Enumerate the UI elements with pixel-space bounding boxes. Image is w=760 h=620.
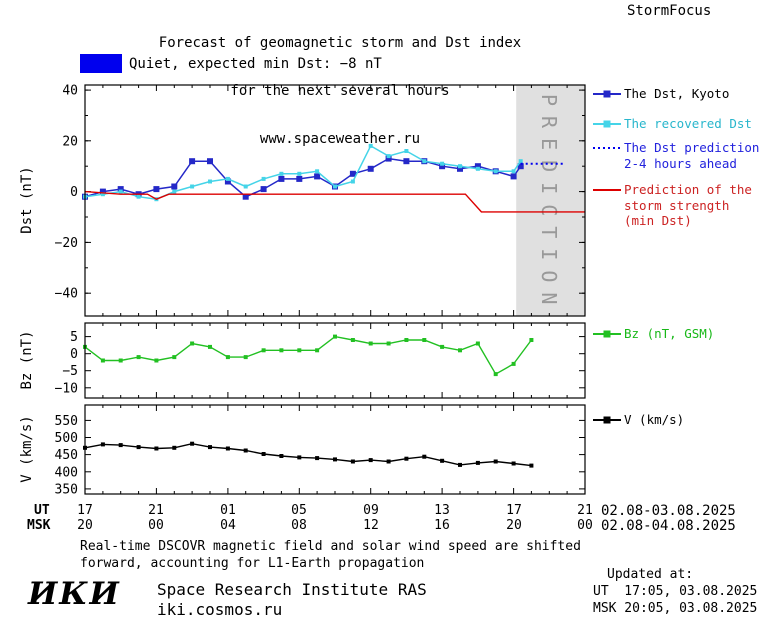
svg-text:400: 400 [55, 465, 78, 480]
status-color-swatch [80, 54, 122, 73]
page-title: Forecast of geomagnetic storm and Dst in… [80, 3, 600, 179]
x-tick-label: 01 [220, 503, 236, 518]
x-tick-label: 21 [577, 503, 593, 518]
svg-text:−10: −10 [55, 381, 78, 396]
legend-label-line: The Dst prediction [624, 140, 760, 155]
brand-label: StormFocus [627, 3, 712, 19]
legend-marker-v [593, 416, 621, 424]
legend-label-prediction: The Dst prediction 2-4 hours ahead [624, 140, 759, 171]
x-tick-label: 04 [220, 518, 236, 533]
updated-msk: MSK 20:05, 03.08.2025 [593, 601, 758, 616]
legend-item-v: V (km/s) [593, 412, 684, 428]
x-axis-ut-ticks: 17 21 01 05 09 13 17 21 [0, 503, 760, 519]
svg-text:−20: −20 [55, 236, 78, 251]
footnote-line-2: forward, accounting for L1-Earth propaga… [80, 556, 425, 571]
svg-text:20: 20 [62, 134, 78, 149]
updated-ut: UT 17:05, 03.08.2025 [593, 584, 758, 599]
legend-marker-bz [593, 330, 621, 338]
legend-label-kyoto: The Dst, Kyoto [624, 86, 729, 102]
legend-label-line: storm strength [624, 197, 730, 213]
legend-label-line: The Dst, Kyoto [624, 86, 730, 101]
legend-label-line: Prediction of the [624, 182, 752, 197]
msk-axis-label: MSK [27, 518, 51, 533]
bz-chart: 5 0 −5 −10 [55, 322, 586, 399]
iki-logo: ИКИ [28, 576, 121, 612]
legend-label-recovered: The recovered Dst [624, 116, 752, 132]
ut-axis-label: UT [34, 503, 50, 518]
legend-label-line: V (km/s) [624, 412, 685, 427]
svg-text:5: 5 [70, 330, 78, 345]
legend-marker-storm [593, 189, 621, 191]
x-tick-label: 17 [77, 503, 93, 518]
svg-text:−40: −40 [55, 287, 78, 302]
legend-label-line: Bz (nT, GSM) [624, 326, 715, 341]
legend-label-storm: Prediction of the storm strength (min Dst) [624, 182, 752, 229]
msk-date-range: 02.08-04.08.2025 [601, 518, 736, 534]
x-tick-label: 20 [506, 518, 522, 533]
title-line-2: for the next several hours [230, 83, 450, 99]
x-tick-label: 00 [577, 518, 593, 533]
svg-text:40: 40 [62, 84, 78, 99]
legend-item-bz: Bz (nT, GSM) [593, 326, 714, 342]
legend-label-bz: Bz (nT, GSM) [624, 326, 714, 342]
title-line-3: www.spaceweather.ru [259, 131, 421, 147]
svg-text:PREDICTION: PREDICTION [537, 94, 561, 314]
svg-text:350: 350 [55, 482, 78, 495]
legend-item-storm: Prediction of the storm strength (min Dst) [593, 182, 752, 229]
legend-marker-prediction [593, 147, 621, 149]
dst-y-axis-label: Dst (nT) [19, 166, 35, 234]
institute-site: iki.cosmos.ru [157, 600, 283, 619]
x-tick-label: 09 [363, 503, 379, 518]
x-tick-label: 05 [291, 503, 307, 518]
status-text: Quiet, expected min Dst: −8 nT [129, 56, 382, 72]
legend-label-v: V (km/s) [624, 412, 684, 428]
dst-chart: PREDICTION −40 −20 0 20 40 [55, 84, 586, 317]
svg-text:−5: −5 [62, 364, 78, 379]
ut-date-range: 02.08-03.08.2025 [601, 503, 736, 519]
updated-at-label: Updated at: [607, 567, 694, 582]
svg-text:500: 500 [55, 431, 78, 446]
x-tick-label: 00 [148, 518, 164, 533]
legend-item-recovered: The recovered Dst [593, 116, 752, 132]
x-tick-label: 08 [291, 518, 307, 533]
x-tick-label: 12 [363, 518, 379, 533]
legend-item-kyoto: The Dst, Kyoto [593, 86, 729, 102]
institute-name: Space Research Institute RAS [157, 580, 427, 599]
footnote-line-1: Real-time DSCOVR magnetic field and sola… [80, 539, 581, 554]
svg-text:450: 450 [55, 448, 78, 463]
x-tick-label: 21 [148, 503, 164, 518]
legend-label-line: (min Dst) [624, 213, 692, 228]
x-tick-label: 16 [434, 518, 450, 533]
svg-text:550: 550 [55, 414, 78, 429]
v-y-axis-label: V (km/s) [19, 415, 35, 483]
v-chart: 550 500 450 400 350 [55, 404, 586, 495]
legend-marker-kyoto [593, 90, 621, 98]
legend-marker-recovered [593, 120, 621, 128]
legend-label-line: The recovered Dst [624, 116, 752, 131]
x-tick-label: 13 [434, 503, 450, 518]
bz-y-axis-label: Bz (nT) [19, 330, 35, 390]
x-tick-label: 20 [77, 518, 93, 533]
title-line-1: Forecast of geomagnetic storm and Dst in… [158, 35, 522, 51]
svg-text:0: 0 [70, 185, 78, 200]
legend-label-line: 2-4 hours ahead [624, 155, 737, 171]
x-tick-label: 17 [506, 503, 522, 518]
x-axis-msk-ticks: 20 00 04 08 12 16 20 00 [0, 518, 760, 534]
legend-item-prediction: The Dst prediction 2-4 hours ahead [593, 140, 759, 171]
svg-text:0: 0 [70, 347, 78, 362]
